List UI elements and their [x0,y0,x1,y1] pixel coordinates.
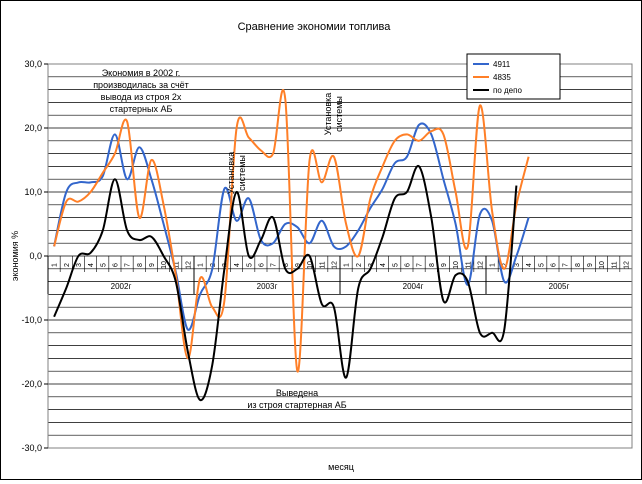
x-tick-label: 11 [319,261,326,268]
annotation-removed: Выведена из строя стартерная АБ [247,388,346,410]
x-tick-label: 10 [453,261,460,269]
annotation-install-2-line-1: Установка [323,93,333,136]
series-lines [53,89,530,402]
annotation-2002: Экономия в 2002 г. производилась за счёт… [93,68,189,114]
x-tick-label: 5 [246,263,253,267]
x-tick-label: 12 [331,261,338,269]
x-tick-label: 4 [234,263,241,267]
x-tick-label: 2 [502,263,509,267]
y-tick-label: -30,0 [21,443,42,453]
x-tick-label: 1 [198,263,205,267]
x-tick-label: 8 [575,263,582,267]
annotation-install-2: Установка системы [323,93,344,136]
x-tick-label: 7 [417,263,424,267]
x-tick-label: 6 [550,263,557,267]
x-tick-label: 7 [125,263,132,267]
x-tick-label: 7 [271,263,278,267]
annotation-install-2-line-2: системы [334,96,344,132]
annotation-install-1: Установка системы [226,152,247,195]
x-tick-label: 8 [429,263,436,267]
x-tick-label: 5 [392,263,399,267]
x-tick-label: 2 [356,263,363,267]
series-line-1 [53,89,530,373]
x-tick-label: 9 [587,263,594,267]
chart-title: Сравнение экономии топлива [238,21,392,33]
series-line-2 [53,165,518,402]
x-tick-label: 8 [283,263,290,267]
annotation-install-1-line-2: системы [237,155,247,191]
legend-box [466,53,561,100]
x-tick-label: 11 [465,261,472,268]
legend-label-4835: 4835 [493,73,511,82]
legend: 4911 4835 по депо [466,53,561,100]
x-tick-label: 5 [538,263,545,267]
x-tick-label: 7 [563,263,570,267]
x-tick-label: 9 [295,263,302,267]
x-tick-label: 9 [149,263,156,267]
annotation-removed-line-1: Выведена [276,388,318,398]
x-tick-label: 6 [112,263,119,267]
annotation-2002-line-3: вывода из строя 2х [101,92,182,102]
x-tick-label: 10 [599,261,606,269]
legend-label-depot: по депо [493,86,522,95]
x-tick-label: 8 [137,263,144,267]
x-axis-month-ticks: 1 2 3 4 5 6 7 8 9 10 11 12 1 2 3 4 5 6 7 8 9 10 11 12 1 2 3 4 5 6 7 8 9 1… [47,256,630,272]
y-tick-label: -20,0 [21,379,42,389]
x-tick-label: 10 [307,261,314,269]
y-tick-label: 20,0 [24,123,42,133]
annotation-2002-line-2: производилась за счёт [93,80,189,90]
x-tick-label: 6 [258,263,265,267]
y-tick-label: -10,0 [21,315,42,325]
x-tick-label: 11 [611,261,618,268]
x-tick-label: 12 [185,261,192,269]
x-tick-label: 6 [404,263,411,267]
annotation-install-1-line-1: Установка [226,152,236,195]
year-label: 2004г [403,282,424,291]
y-tick-label: 30,0 [24,59,42,69]
annotation-2002-line-1: Экономия в 2002 г. [102,68,181,78]
x-tick-label: 4 [380,263,387,267]
legend-label-4911: 4911 [493,60,511,69]
y-axis-ticks: 30,0 20,0 10,0 0,0 -10,0 -20,0 -30,0 [21,59,48,453]
x-tick-label: 10 [161,261,168,269]
annotation-2002-line-4: стартерных АБ [110,104,173,114]
x-tick-label: 12 [623,261,630,269]
y-tick-label: 10,0 [24,187,42,197]
x-tick-label: 3 [514,263,521,267]
y-tick-label: 0,0 [29,251,42,261]
year-label: 2002г [111,282,132,291]
x-tick-label: 5 [100,263,107,267]
x-tick-label: 9 [441,263,448,267]
x-axis-year-labels: 2002г 2003г 2004г 2005г [47,256,570,294]
x-tick-label: 11 [173,261,180,268]
annotation-removed-line-2: из строя стартерная АБ [247,400,346,410]
x-tick-label: 2 [64,263,71,267]
x-axis-label: месяц [328,462,354,472]
x-tick-label: 1 [490,263,497,267]
y-axis-label: экономия % [10,231,20,281]
x-tick-label: 4 [526,263,533,267]
year-label: 2005г [549,282,570,291]
x-tick-label: 12 [477,261,484,269]
year-label: 2003г [257,282,278,291]
x-tick-label: 3 [76,263,83,267]
x-tick-label: 1 [52,263,59,267]
x-tick-label: 4 [88,263,95,267]
x-tick-label: 1 [344,263,351,267]
